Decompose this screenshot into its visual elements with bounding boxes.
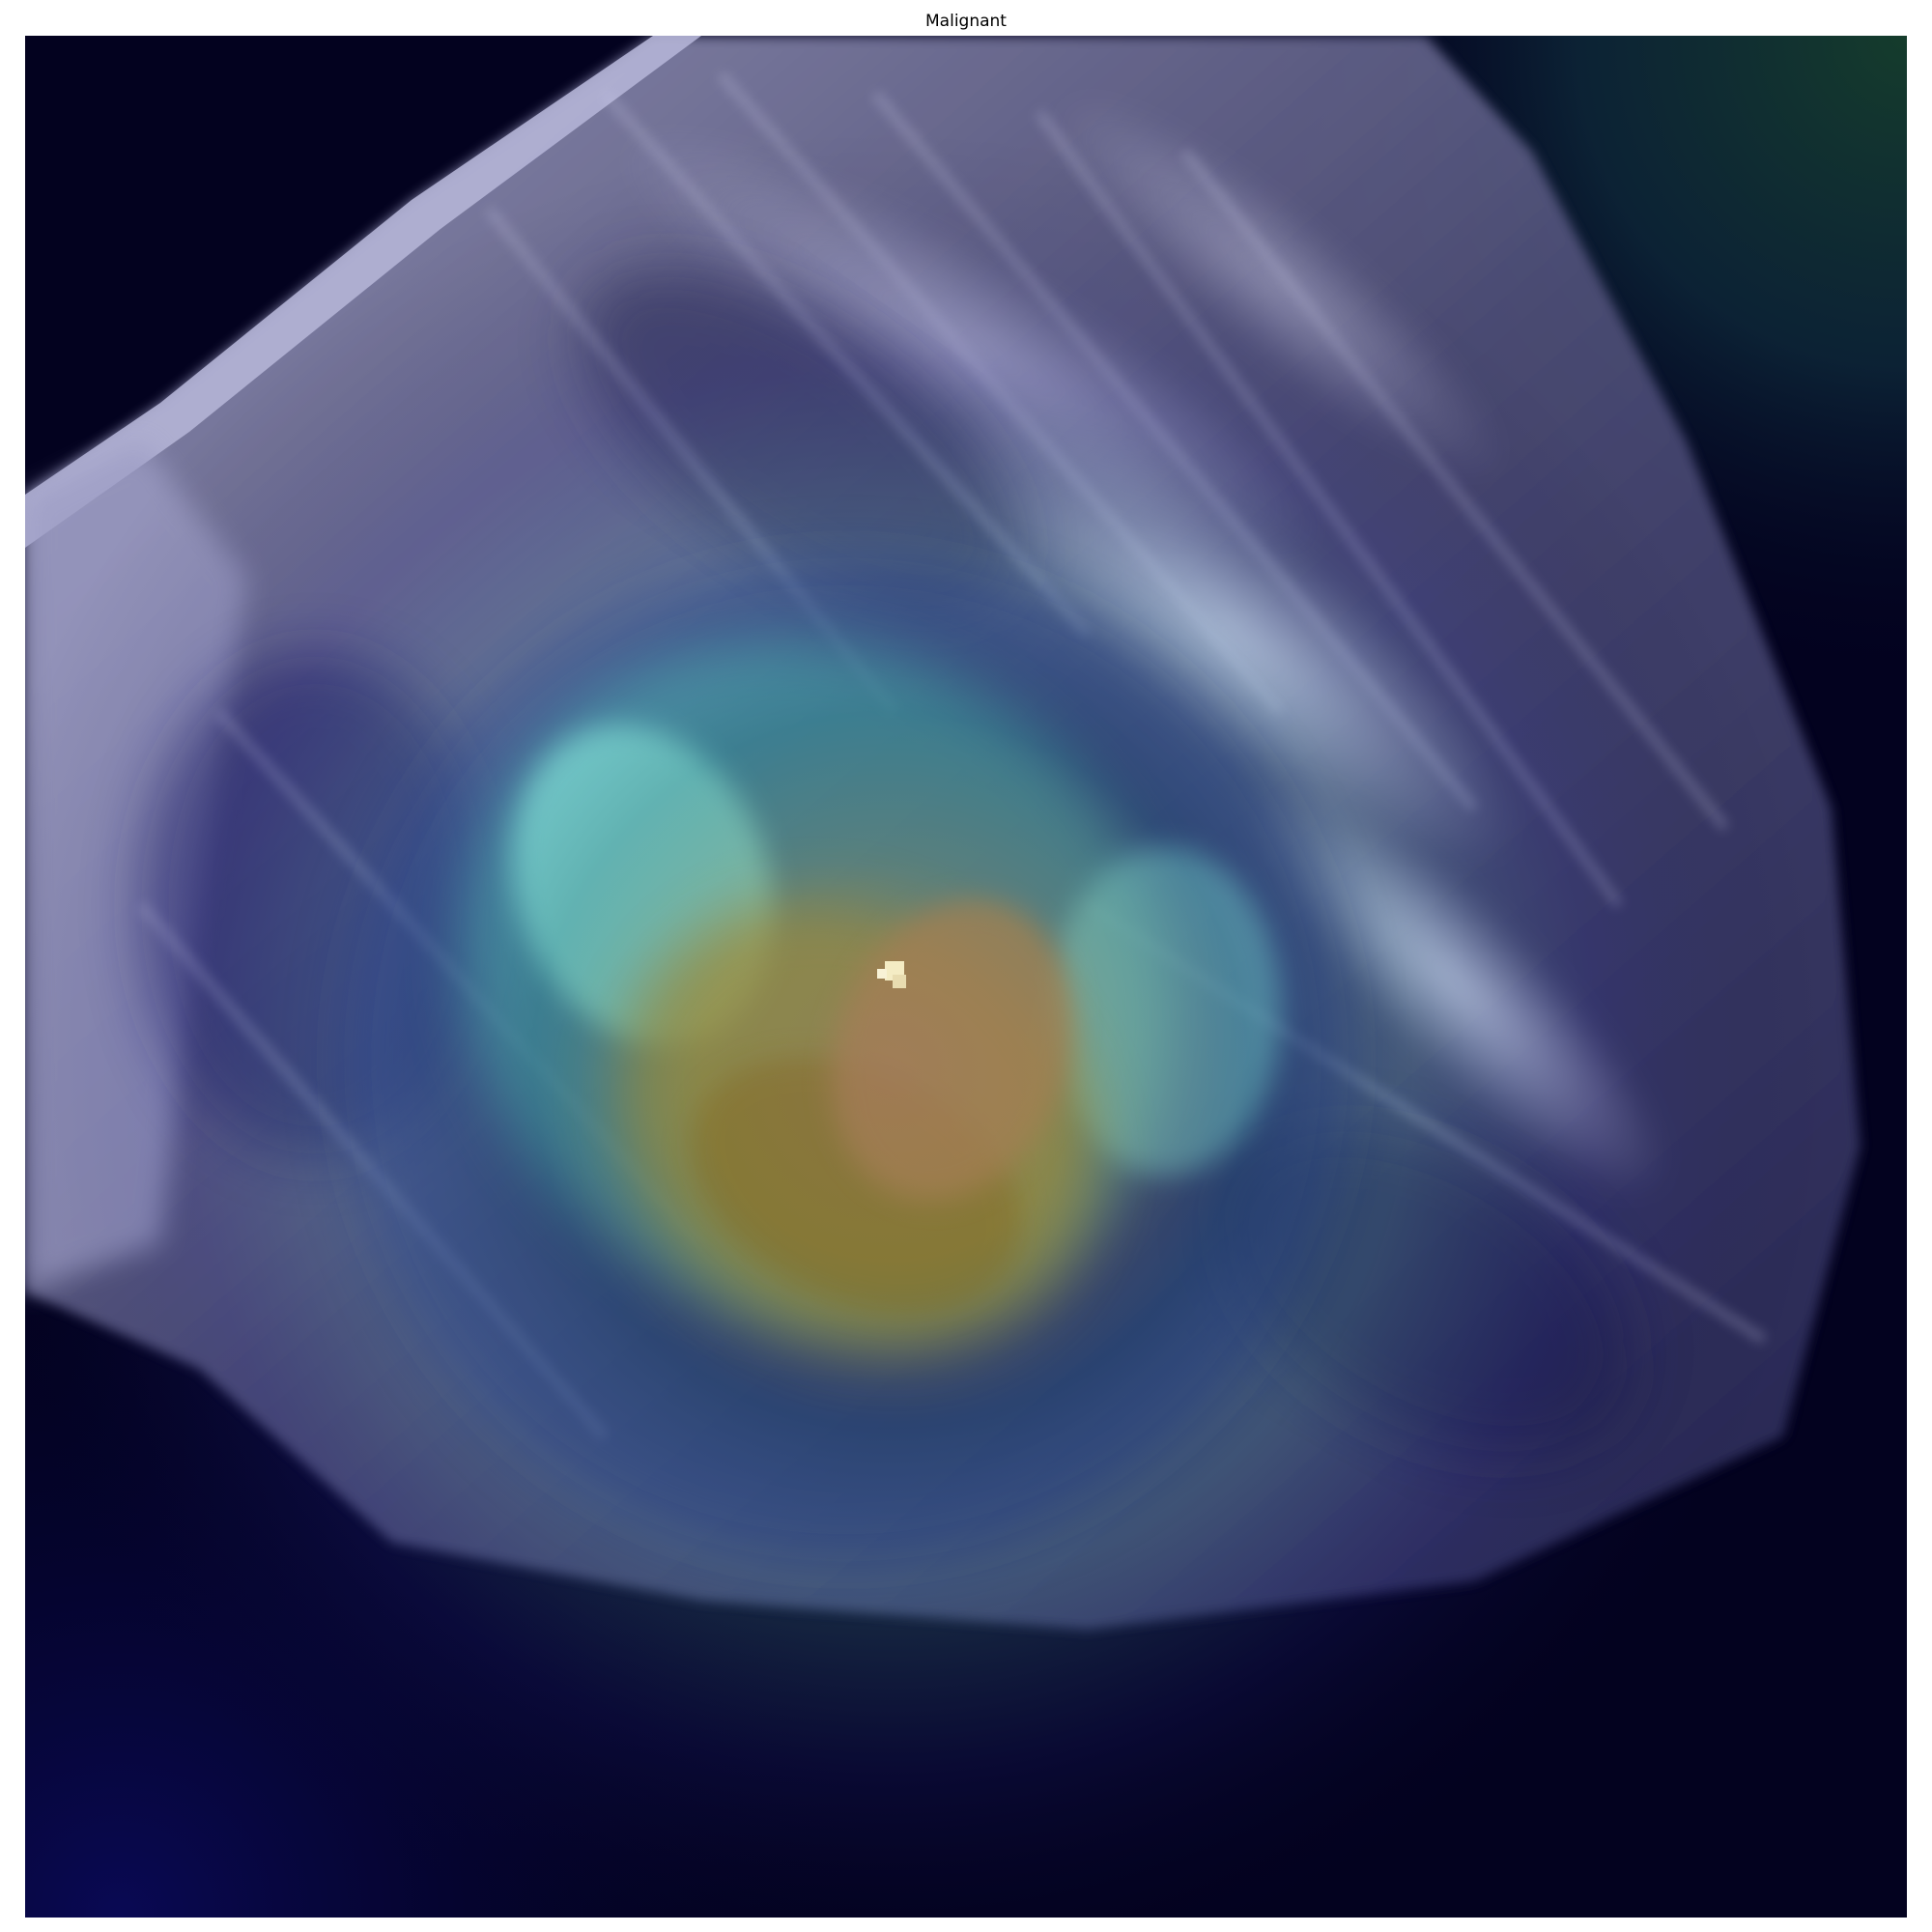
heatmap-overlay xyxy=(25,36,1907,1918)
heatmap-image xyxy=(25,36,1907,1918)
figure-title: Malignant xyxy=(925,12,1007,31)
